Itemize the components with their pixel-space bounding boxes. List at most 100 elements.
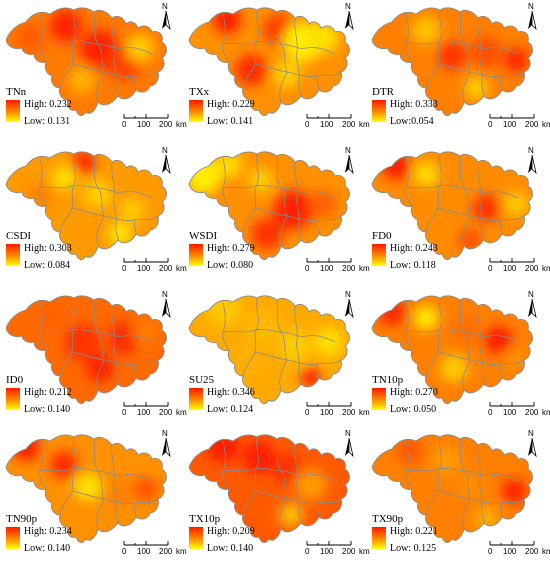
scale-label: 0 (305, 547, 310, 556)
district-boundary (133, 363, 137, 379)
district-boundary (499, 219, 503, 235)
value-hotspot (458, 228, 482, 252)
value-hotspot (273, 190, 313, 230)
district-boundary (71, 207, 159, 221)
map-panel-csdi: N CSDI High: 0.303 Low: 0.084 0 100 200 km (0, 144, 187, 285)
district-boundary (405, 41, 519, 55)
legend-color-ramp (189, 244, 203, 266)
legend-high: High: 0.279 (207, 243, 255, 254)
value-hotspot (86, 354, 114, 382)
province-outline (371, 434, 533, 544)
scale-label: 200 (342, 547, 356, 556)
north-label: N (162, 2, 168, 11)
value-hotspot (243, 441, 275, 473)
district-boundary (254, 351, 342, 365)
value-hotspot (438, 42, 466, 70)
north-arrow-icon: N (158, 429, 174, 459)
district-boundary (254, 490, 342, 504)
map-panel-txx: N TXx High: 0.229 Low: 0.141 0 100 200 km (183, 0, 370, 141)
legend-low: Low: 0.125 (390, 543, 437, 554)
legend-high: High: 0.270 (390, 387, 438, 398)
district-boundary (242, 9, 259, 89)
value-hotspot (207, 434, 239, 463)
map-panel-tn10p: N TN10p High: 0.270 Low: 0.050 0 100 200 km (366, 288, 550, 429)
district-boundary (39, 185, 153, 199)
value-hotspot (38, 302, 66, 330)
district-boundary (477, 305, 485, 385)
province-map (188, 151, 350, 261)
north-label: N (345, 146, 351, 155)
legend-high-value: 0.234 (49, 526, 72, 537)
district-boundary (39, 468, 153, 482)
value-hotspot (16, 24, 44, 52)
legend-high-value: 0.212 (49, 387, 72, 398)
district-boundary (425, 436, 442, 516)
district-boundary (242, 153, 259, 233)
value-hotspot (84, 180, 112, 208)
index-label: TNn (6, 86, 27, 98)
north-label: N (528, 2, 534, 11)
scale-bar: 0 100 200 km (122, 401, 187, 419)
scale-label: 0 (488, 264, 493, 273)
value-hotspot (414, 162, 438, 186)
legend-high: High: 0.333 (390, 99, 438, 110)
district-boundary (316, 502, 320, 518)
legend-color-ramp (372, 244, 386, 266)
map-panel-fd0: N FD0 High: 0.243 Low: 0.118 0 100 200 km (366, 144, 550, 285)
district-boundary (111, 17, 119, 97)
legend-high-value: 0.333 (415, 99, 438, 110)
district-boundary (316, 363, 320, 379)
index-label: TN90p (6, 513, 38, 525)
district-boundary (316, 219, 320, 235)
province-outline (371, 7, 533, 117)
legend-high-value: 0.346 (232, 387, 255, 398)
value-hotspot (74, 473, 102, 501)
north-arrow-icon: N (158, 2, 174, 32)
province-outline (188, 151, 350, 261)
legend-high-value: 0.303 (49, 243, 72, 254)
value-hotspot (106, 479, 134, 507)
scale-label: 0 (488, 547, 493, 556)
north-arrow-icon: N (341, 290, 357, 320)
legend-high-prefix: High: (207, 243, 233, 254)
district-boundary (59, 9, 76, 89)
district-boundary (59, 153, 76, 233)
district-boundary (59, 436, 76, 516)
district-boundary (425, 153, 442, 233)
scale-label: km (176, 120, 187, 129)
province-outline (5, 151, 167, 261)
scale-bar: 0 100 200 km (305, 113, 370, 131)
district-boundary (405, 329, 519, 343)
scale-label: km (176, 408, 187, 417)
province-map (371, 7, 533, 117)
district-boundary (462, 71, 471, 103)
district-boundary (405, 468, 519, 482)
legend-low: Low: 0.118 (390, 260, 436, 271)
legend-high-value: 0.232 (49, 99, 72, 110)
scale-label: 0 (122, 547, 127, 556)
scale-label: 200 (342, 120, 356, 129)
legend-low: Low: 0.050 (390, 404, 437, 415)
value-hotspot (273, 60, 301, 88)
value-hotspot (64, 324, 100, 360)
legend-high: High: 0.234 (24, 526, 72, 537)
district-boundary (133, 75, 137, 91)
district-boundary (71, 351, 159, 365)
legend-high-prefix: High: (390, 99, 416, 110)
scale-label: 100 (137, 264, 151, 273)
scale-label: 100 (137, 547, 151, 556)
scale-label: 100 (137, 408, 151, 417)
scale-bar: 0 100 200 km (122, 540, 187, 558)
legend-high-prefix: High: (390, 387, 416, 398)
district-boundary (279, 359, 288, 391)
value-hotspot (440, 354, 468, 382)
legend-color-ramp (6, 527, 20, 549)
legend-high: High: 0.346 (207, 387, 255, 398)
value-hotspot (271, 453, 303, 485)
north-arrow-icon: N (341, 146, 357, 176)
scale-label: 100 (320, 408, 334, 417)
district-boundary (294, 305, 302, 385)
district-boundary (437, 207, 525, 221)
scale-bar: 0 100 200 km (488, 113, 550, 131)
north-arrow-icon: N (158, 146, 174, 176)
